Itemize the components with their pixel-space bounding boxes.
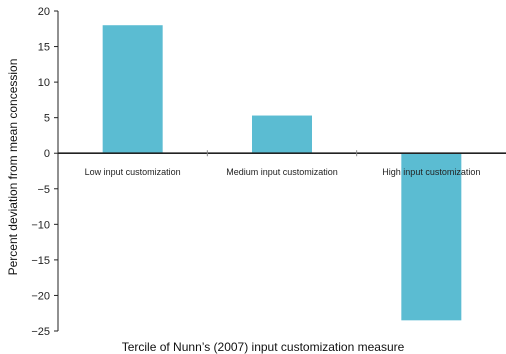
y-tick-label: 0 — [44, 148, 50, 160]
x-axis — [58, 150, 506, 157]
y-axis: 20 15 10 5 0 −5 −10 −15 −20 −25 — [31, 6, 59, 338]
y-tick-label: −15 — [31, 255, 50, 267]
category-labels: Low input customization Medium input cust… — [85, 167, 481, 177]
y-tick-label: 20 — [38, 6, 50, 18]
y-tick-label: 15 — [38, 42, 50, 54]
y-tick-label: 5 — [44, 113, 50, 125]
y-tick-label: −5 — [37, 184, 50, 196]
category-label: Medium input customization — [226, 167, 338, 177]
y-tick-label: −10 — [31, 219, 50, 231]
y-axis-title: Percent deviation from mean concession — [6, 59, 20, 276]
bar — [401, 153, 462, 321]
x-axis-title: Tercile of Nunn’s (2007) input customiza… — [122, 340, 405, 354]
category-label: High input customization — [382, 167, 480, 177]
bar — [252, 115, 312, 154]
bars — [102, 25, 462, 321]
y-tick-label: 10 — [38, 77, 50, 89]
bar — [102, 25, 163, 154]
y-tick-label: −20 — [31, 290, 50, 302]
category-label: Low input customization — [85, 167, 181, 177]
y-tick-label: −25 — [31, 326, 50, 338]
